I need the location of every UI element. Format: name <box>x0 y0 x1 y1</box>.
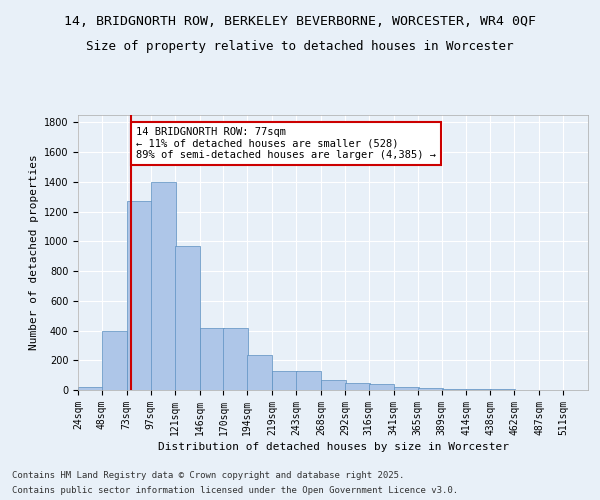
Bar <box>127 201 152 390</box>
Bar <box>418 388 443 390</box>
Bar <box>369 384 394 390</box>
Text: 14 BRIDGNORTH ROW: 77sqm
← 11% of detached houses are smaller (528)
89% of semi-: 14 BRIDGNORTH ROW: 77sqm ← 11% of detach… <box>136 127 436 160</box>
Bar <box>321 380 346 390</box>
Bar <box>247 355 272 390</box>
Text: 14, BRIDGNORTH ROW, BERKELEY BEVERBORNE, WORCESTER, WR4 0QF: 14, BRIDGNORTH ROW, BERKELEY BEVERBORNE,… <box>64 15 536 28</box>
Text: Size of property relative to detached houses in Worcester: Size of property relative to detached ho… <box>86 40 514 53</box>
Text: Contains HM Land Registry data © Crown copyright and database right 2025.: Contains HM Land Registry data © Crown c… <box>12 471 404 480</box>
Bar <box>223 328 248 390</box>
Bar <box>151 182 176 390</box>
X-axis label: Distribution of detached houses by size in Worcester: Distribution of detached houses by size … <box>157 442 509 452</box>
Bar <box>272 370 297 390</box>
Bar <box>102 332 127 390</box>
Bar <box>78 387 103 390</box>
Bar <box>394 387 419 390</box>
Bar <box>200 328 224 390</box>
Bar <box>296 370 321 390</box>
Text: Contains public sector information licensed under the Open Government Licence v3: Contains public sector information licen… <box>12 486 458 495</box>
Bar <box>442 388 466 390</box>
Bar <box>175 246 200 390</box>
Bar <box>345 382 370 390</box>
Y-axis label: Number of detached properties: Number of detached properties <box>29 154 40 350</box>
